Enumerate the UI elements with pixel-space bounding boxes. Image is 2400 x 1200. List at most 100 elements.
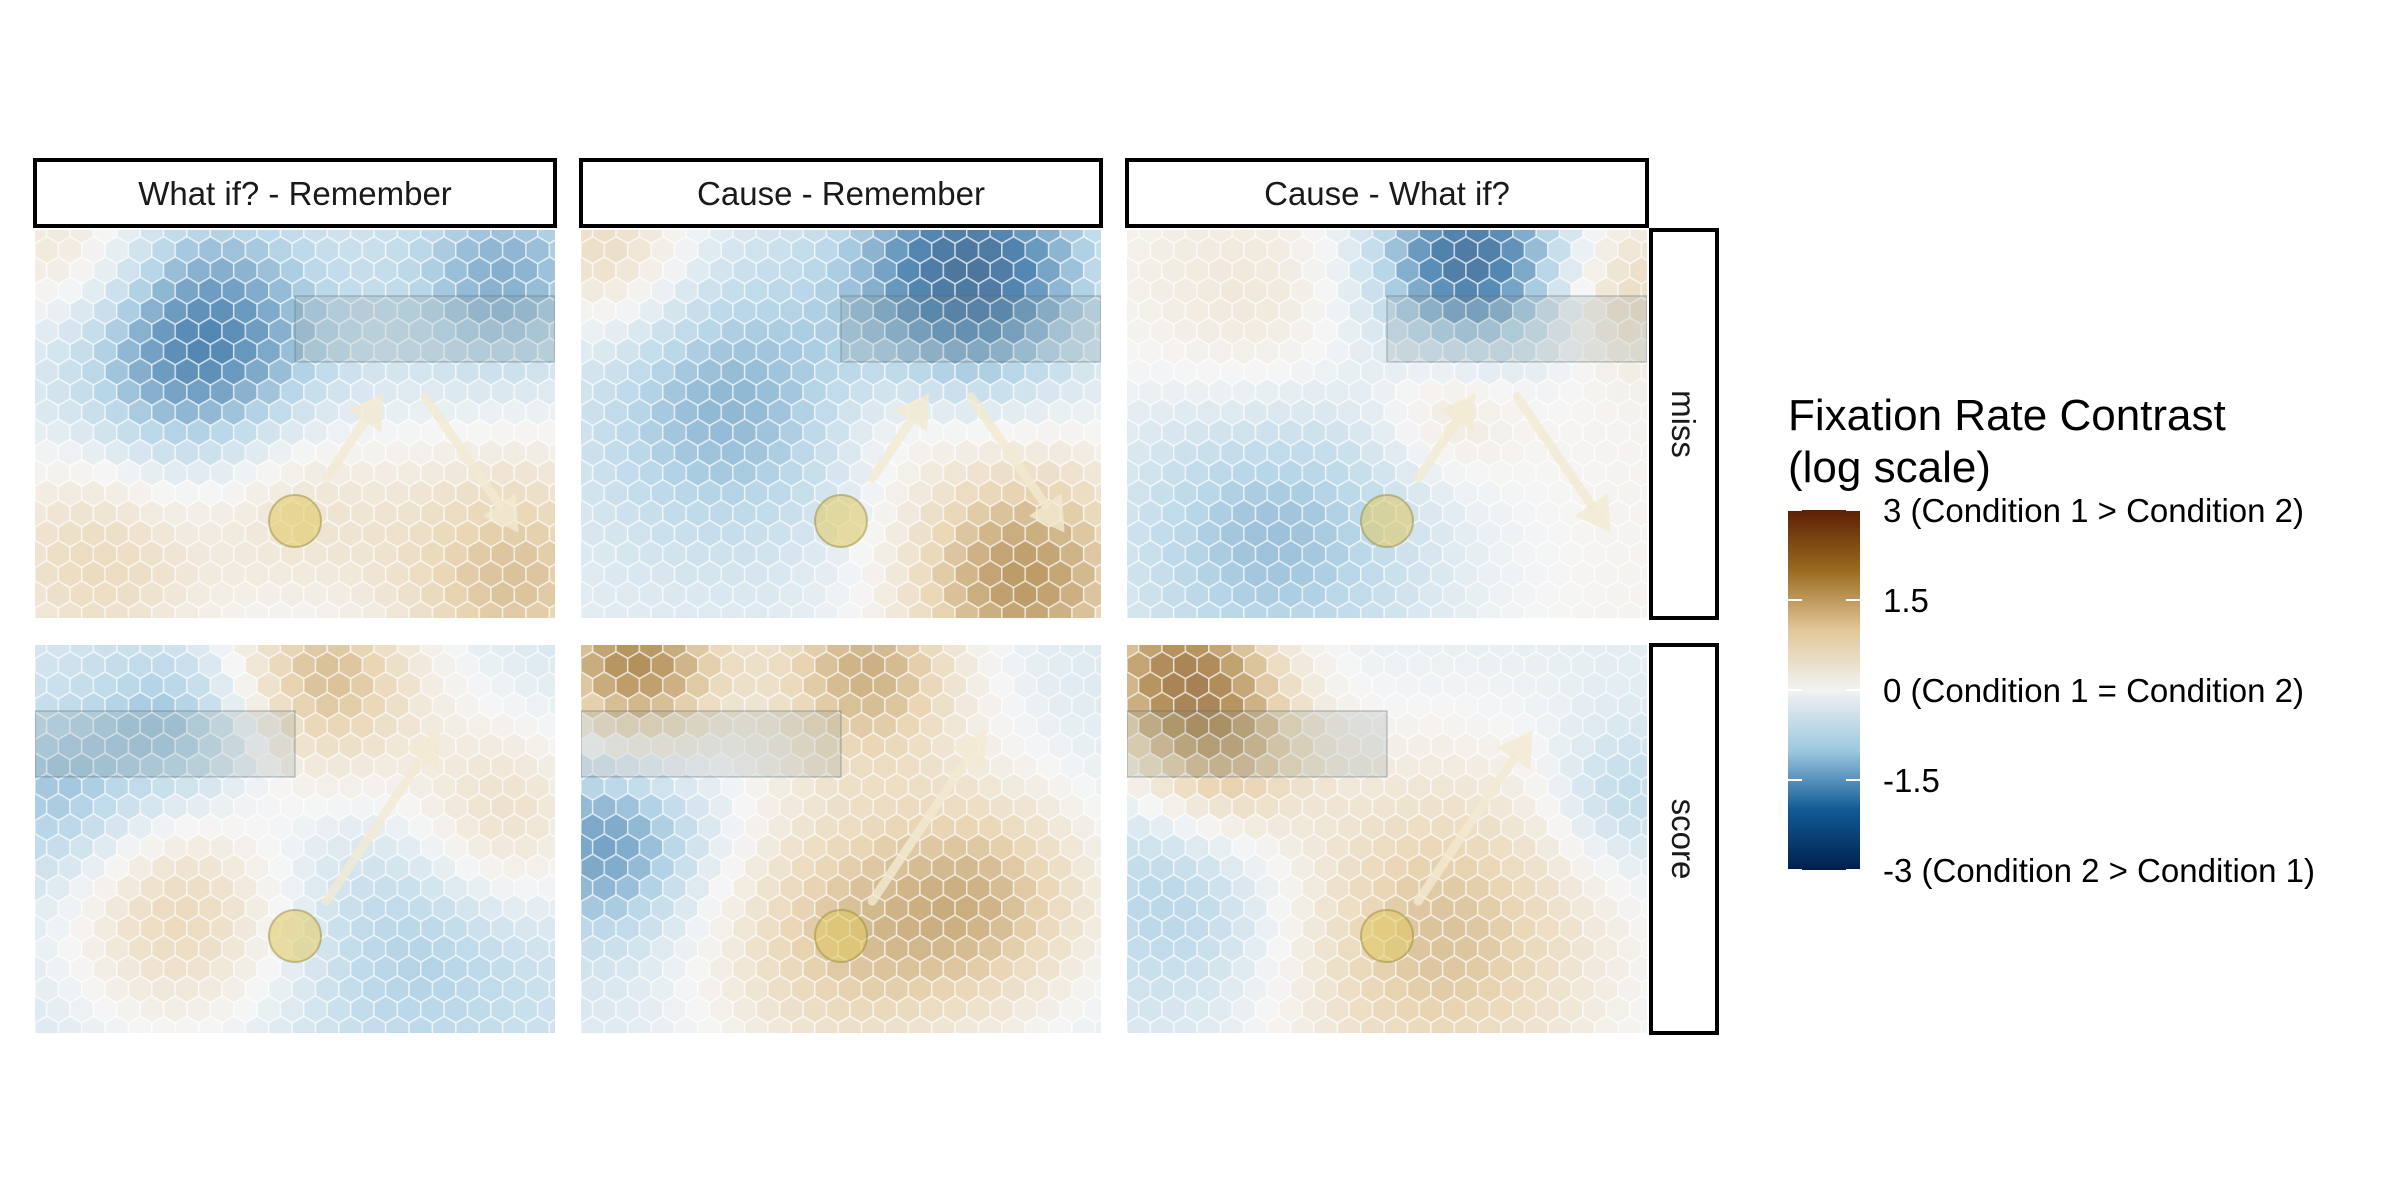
panel-miss-1 xyxy=(35,230,584,649)
hex-cell xyxy=(1037,1037,1060,1064)
hex-cell xyxy=(850,622,873,649)
trajectory-arrow-shaft xyxy=(1413,416,1461,483)
hex-cell xyxy=(1107,875,1130,902)
hex-cell xyxy=(164,622,187,649)
hex-cell xyxy=(1107,298,1130,325)
hex-cell xyxy=(990,1037,1013,1064)
hex-cell xyxy=(1185,1037,1208,1064)
hex-cell xyxy=(491,622,514,649)
hex-cell xyxy=(1094,603,1101,618)
hex-cell xyxy=(1107,622,1130,649)
hex-cell xyxy=(1593,600,1619,618)
hex-cell xyxy=(1314,1057,1337,1084)
hex-cell xyxy=(409,1057,432,1084)
trajectory-arrow-shaft xyxy=(966,392,1050,510)
column-label-2: Cause - Remember xyxy=(697,175,985,212)
hex-cell xyxy=(1172,1015,1198,1033)
hex-cell xyxy=(35,600,60,618)
hex-cell xyxy=(244,600,270,618)
hex-cell xyxy=(80,600,106,618)
hex-cell xyxy=(908,1057,931,1084)
hex-cell xyxy=(316,1057,339,1084)
hex-cell xyxy=(468,622,491,649)
hex-cell xyxy=(1665,1057,1688,1084)
panel-score-2 xyxy=(581,645,1153,1084)
hex-cell xyxy=(1130,1037,1153,1064)
hex-cell xyxy=(1084,622,1107,649)
legend-title-line1: Fixation Rate Contrast xyxy=(1788,391,2226,440)
hex-cell xyxy=(1243,600,1269,618)
hex-cell xyxy=(1130,622,1153,649)
hex-cell xyxy=(257,622,280,649)
hex-cell xyxy=(930,600,956,618)
hex-cell xyxy=(384,1015,410,1033)
panel-miss-2 xyxy=(581,230,1153,649)
hex-cell xyxy=(174,600,200,618)
hex-cell xyxy=(1408,1057,1431,1084)
hex-cell xyxy=(1406,1015,1432,1033)
hex-cell xyxy=(397,622,420,649)
hex-cell xyxy=(1349,622,1372,649)
goal-region xyxy=(294,295,555,363)
hex-cell xyxy=(479,1057,502,1084)
hex-cell xyxy=(1547,600,1573,618)
hex-cell xyxy=(1119,1057,1142,1084)
hex-cell xyxy=(1373,1037,1396,1064)
hex-cell xyxy=(860,600,886,618)
hex-cell xyxy=(1523,1015,1549,1033)
hex-cell xyxy=(581,1015,606,1033)
hex-cell xyxy=(791,1057,814,1084)
hex-cell xyxy=(1219,600,1245,618)
hex-cell xyxy=(1501,1057,1524,1084)
hex-cell xyxy=(362,1057,385,1084)
hex-cell xyxy=(1197,1057,1220,1084)
hex-cell xyxy=(885,1057,908,1084)
hex-cell xyxy=(1547,1015,1573,1033)
hex-cell xyxy=(1185,622,1208,649)
hex-cell xyxy=(314,600,340,618)
hex-cell xyxy=(1641,1057,1664,1084)
hex-cell xyxy=(538,622,561,649)
hex-cell xyxy=(1024,1015,1050,1033)
hex-cell xyxy=(790,600,816,618)
hex-cell xyxy=(104,1015,130,1033)
panel-wash xyxy=(581,230,1101,618)
hex-cell xyxy=(1336,1015,1362,1033)
hex-cell xyxy=(1221,1057,1244,1084)
hex-cell xyxy=(561,500,584,527)
hex-cell xyxy=(384,600,410,618)
goal-region xyxy=(840,295,1101,363)
hex-cell xyxy=(338,1015,364,1033)
hex-cell xyxy=(1107,753,1130,780)
hex-cell xyxy=(127,600,153,618)
ball-marker xyxy=(268,494,322,548)
hex-cell xyxy=(221,1015,247,1033)
legend-title-line2: (log scale) xyxy=(1788,443,1991,492)
hex-cell xyxy=(650,1015,676,1033)
trajectory-arrow-head xyxy=(1439,393,1476,433)
hex-cell xyxy=(1232,622,1255,649)
hex-cell xyxy=(1149,1015,1175,1033)
hex-cell xyxy=(268,600,294,618)
hex-cell xyxy=(1430,600,1456,618)
hex-cell xyxy=(1149,600,1175,618)
trajectory-arrow-head xyxy=(1497,730,1533,770)
hex-cell xyxy=(210,622,233,649)
hex-cell xyxy=(1384,1057,1407,1084)
hex-cell xyxy=(1014,622,1037,649)
hex-cell xyxy=(1162,1037,1185,1064)
hex-cell xyxy=(1476,600,1502,618)
hex-cell xyxy=(561,379,584,406)
legend-tick-label: 3 (Condition 1 > Condition 2) xyxy=(1883,492,2304,529)
hex-cell xyxy=(105,1057,128,1084)
panel-wash xyxy=(1127,645,1647,1033)
hex-cell xyxy=(673,1015,699,1033)
hex-cell xyxy=(1360,1015,1386,1033)
hex-cell xyxy=(1373,622,1396,649)
trajectory-arrow-head xyxy=(405,730,441,770)
hex-cell xyxy=(1244,1057,1267,1084)
goal-region xyxy=(581,710,842,778)
hex-cell xyxy=(1084,1037,1107,1064)
hex-cell xyxy=(1419,622,1442,649)
hex-cell xyxy=(431,600,457,618)
